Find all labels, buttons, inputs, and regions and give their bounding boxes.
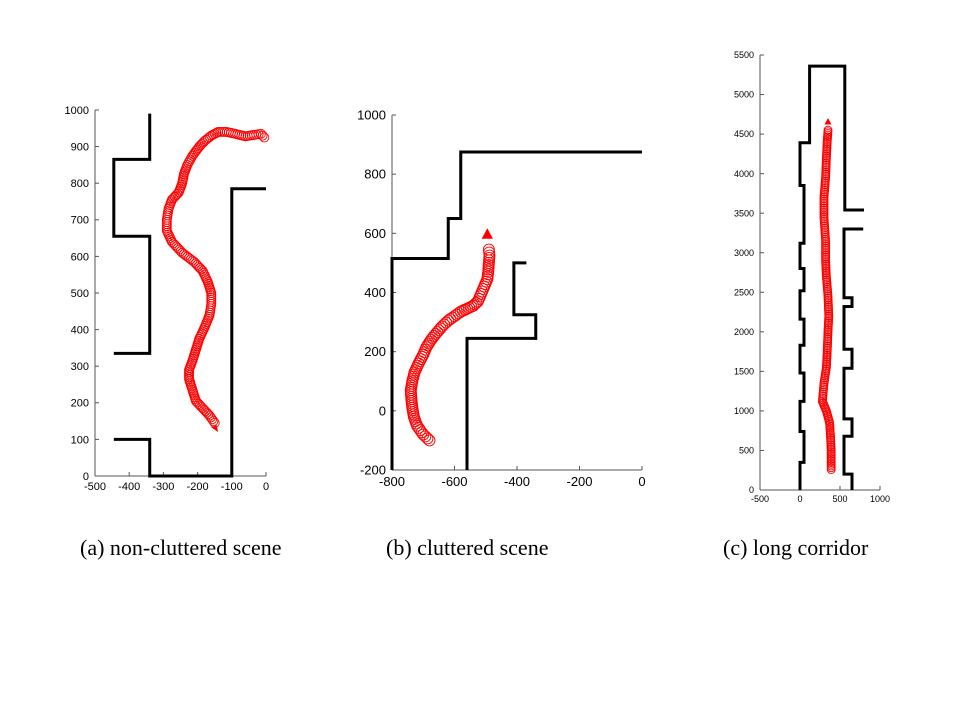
x-tick-label: 500 (832, 494, 847, 504)
trajectory-point (417, 428, 430, 441)
y-tick-label: -200 (360, 463, 386, 478)
x-tick-label: -200 (566, 474, 592, 489)
y-tick-label: 4500 (734, 129, 754, 139)
x-tick-label: -300 (152, 481, 174, 493)
wall-1 (113, 187, 266, 478)
y-tick-label: 100 (71, 434, 89, 446)
x-tick-label: 0 (263, 481, 269, 493)
trajectory-point (162, 227, 173, 238)
subplot-2: -500 0 500 10000500100015002000250030003500… (734, 50, 890, 504)
trajectory-point (823, 125, 833, 135)
trajectory-point (189, 256, 200, 267)
trajectory-point (448, 310, 461, 323)
trajectory-point (446, 311, 459, 324)
trajectory-point (184, 253, 195, 263)
heading-arrow (824, 118, 832, 125)
trajectory-point (425, 333, 438, 346)
trajectory-point (423, 434, 436, 447)
y-tick-label: 900 (71, 141, 89, 153)
y-tick-label: 1000 (734, 406, 754, 416)
trajectory-point (440, 316, 453, 329)
wall-1 (842, 227, 864, 490)
trajectory-point (257, 130, 268, 141)
y-tick-label: 1000 (357, 108, 386, 123)
trajectory-point (187, 255, 198, 266)
trajectory-point (483, 249, 496, 262)
heading-arrow (481, 228, 493, 239)
wall-0 (390, 150, 642, 470)
wall-1 (465, 261, 538, 470)
trajectory-point (202, 133, 213, 144)
x-tick-label: -400 (118, 481, 140, 493)
y-tick-label: 500 (739, 446, 754, 456)
trajectory-point (415, 426, 428, 439)
y-tick-label: 0 (83, 471, 89, 483)
y-tick-label: 800 (71, 178, 89, 190)
trajectory-point (182, 251, 193, 262)
wall-0 (798, 64, 864, 490)
x-tick-label: -100 (221, 481, 243, 493)
trajectory-point (208, 416, 219, 427)
y-tick-label: 200 (71, 398, 89, 410)
trajectory-point (206, 292, 217, 303)
x-tick-label: 0 (797, 494, 802, 504)
y-tick-label: 3000 (734, 248, 754, 258)
trajectory-point (169, 239, 180, 250)
y-tick-label: 200 (364, 344, 386, 359)
trajectory-point (259, 132, 270, 143)
subplot-0: -500 -400 -300 -200 -100 0 0 100 200 300 400 500 600… (65, 105, 270, 493)
x-tick-label: -500 (751, 494, 769, 504)
y-tick-label: 1500 (734, 367, 754, 377)
trajectory-point (172, 188, 183, 199)
x-tick-label: 0 (638, 474, 645, 489)
subplot-1: -800 -600 -400 -200 0 -200 0 200 400 600 800 1000 (357, 108, 646, 489)
y-tick-label: 5500 (734, 50, 754, 60)
caption-a: (a) non-cluttered scene (80, 535, 282, 560)
trajectory-point (482, 243, 495, 256)
y-tick-label: 0 (749, 485, 754, 495)
trajectory-point (444, 313, 457, 326)
wall-0 (112, 113, 152, 355)
trajectory-point (436, 320, 448, 333)
y-tick-label: 1000 (65, 105, 89, 117)
trajectory-point (211, 127, 222, 138)
x-tick-label: -800 (379, 474, 405, 489)
trajectory-point (255, 128, 266, 139)
y-tick-label: 500 (71, 288, 89, 300)
trajectory-point (483, 246, 496, 259)
y-tick-label: 2500 (734, 287, 754, 297)
y-tick-label: 300 (71, 361, 89, 373)
y-tick-label: 4000 (734, 169, 754, 179)
y-tick-label: 600 (364, 226, 386, 241)
y-tick-label: 5000 (734, 90, 754, 100)
x-tick-label: -200 (187, 481, 209, 493)
caption-c: (c) long corridor (723, 535, 869, 560)
trajectory-point (192, 397, 203, 408)
x-tick-label: -500 (84, 481, 106, 493)
y-tick-label: 3500 (734, 208, 754, 218)
trajectory-point (442, 314, 455, 327)
x-tick-label: -600 (441, 474, 467, 489)
heading-arrow (211, 425, 219, 433)
y-tick-label: 700 (71, 215, 89, 227)
trajectory-point (206, 294, 217, 305)
y-tick-label: 600 (71, 251, 89, 263)
y-tick-label: 800 (364, 167, 386, 182)
trajectory-point (185, 254, 196, 265)
trajectory-point (206, 290, 217, 301)
x-tick-label: -400 (504, 474, 530, 489)
trajectory-point (207, 414, 218, 425)
y-tick-label: 400 (364, 285, 386, 300)
caption-b: (b) cluttered scene (386, 535, 549, 560)
y-tick-label: 400 (71, 324, 89, 336)
y-tick-label: 2000 (734, 327, 754, 337)
y-tick-label: 0 (379, 403, 386, 418)
x-tick-label: 1000 (870, 494, 890, 504)
